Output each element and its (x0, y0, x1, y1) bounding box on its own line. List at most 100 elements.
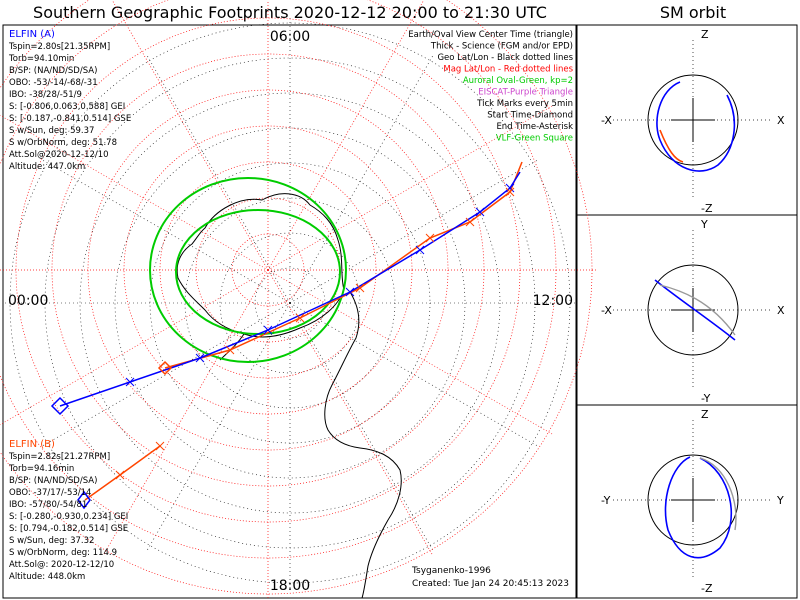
auroral-oval-outer (149, 177, 347, 363)
orbit-axis-label-right: X (777, 114, 785, 127)
elfin-a-info-line: OBO: -53/-14/-68/-31 (9, 78, 98, 88)
legend-entry: Thick - Science (FGM and/or EPD) (430, 42, 573, 52)
mag-lon-line (111, 0, 269, 271)
legend-entry: Earth/Oval View Center Time (triangle) (408, 30, 573, 40)
elfin-b-info-line: S: [-0.280,-0.930,0.234] GEI (9, 512, 128, 522)
elfin-b-info: ELFIN (B) Tspin=2.82s[21.27RPM] Torb=94.16… (8, 439, 128, 582)
orbit-axis-label-bottom: -Y (701, 392, 711, 405)
orbit-axis-label-right: Y (776, 494, 784, 507)
elfin-b-info-line: IBO: -57/80/-54/81 (9, 500, 87, 510)
orbit-b-arc-xy (659, 284, 736, 336)
elfin-b-track (164, 161, 523, 369)
legend-entry: EISCAT-Purple Triangle (478, 88, 573, 98)
orbit-title: SM orbit (660, 3, 726, 22)
page-title: Southern Geographic Footprints 2020-12-1… (33, 3, 547, 22)
elfin-a-info-line: B/SP: (NA/ND/SD/SA) (9, 66, 97, 76)
geo-lon-line (289, 56, 433, 304)
elfin-b-tick (155, 441, 165, 451)
mag-lon-line (0, 114, 269, 271)
elfin-b-start-diamond (157, 360, 173, 376)
elfin-a-tick (195, 353, 205, 363)
south-america-outline (324, 291, 402, 599)
elfin-b-tick (425, 233, 435, 243)
orbit-b-arc-xz (659, 129, 684, 163)
legend-entry: Start Time-Diamond (487, 111, 573, 121)
mag-lon-line (267, 104, 554, 271)
elfin-a-info-line: Tspin=2.80s[21.35RPM] (8, 42, 110, 52)
orbit-axis-label-left: -Y (601, 494, 611, 507)
clock-label-left: 00:00 (8, 293, 48, 309)
elfin-a-info-line: Att.Sol@2020-12-12/10 (9, 150, 109, 160)
elfin-b-tick (355, 283, 365, 293)
legend-entry: End Time-Asterisk (496, 122, 573, 132)
geo-lat-circle (79, 92, 501, 514)
clock-label-bottom: 18:00 (270, 578, 310, 594)
elfin-b-info-line: S w/Sun, deg: 37.32 (9, 536, 94, 546)
geo-lat-circle (219, 232, 361, 374)
auroral-oval-inner (175, 209, 341, 335)
orbit-frame-yz (576, 404, 798, 599)
geo-lon-line (43, 302, 291, 446)
elfin-b-info-line: Altitude: 448.0km (9, 572, 85, 582)
elfin-b-tick (505, 187, 515, 197)
antarctica-outline (176, 193, 345, 338)
elfin-b-tick (225, 345, 235, 355)
orbit-b-arc-yz (699, 457, 737, 531)
legend-entry: Mag Lat/Lon - Red dotted lines (443, 65, 573, 75)
orbit-axis-label-right: X (777, 304, 785, 317)
mag-lon-line (0, 269, 269, 426)
orbit-axis-label-left: -X (601, 114, 612, 127)
mag-lon-line (267, 269, 434, 556)
orbit-axis-label-bottom: -Z (701, 202, 713, 215)
elfin-b-name: ELFIN (B) (9, 439, 55, 450)
geo-lat-circle (114, 127, 466, 479)
elfin-b-tick (465, 217, 475, 227)
peninsula-outline (219, 333, 245, 361)
mag-lon-line (267, 269, 554, 436)
elfin-a-name: ELFIN (A) (9, 29, 55, 40)
orbit-axis-label-left: -X (601, 304, 612, 317)
orbit-axis-label-top: Y (700, 218, 708, 231)
elfin-a-tick (415, 245, 425, 255)
orbit-a-arc-xy (654, 279, 736, 341)
elfin-a-info-line: S: [-0.806,0.063,0.588] GEI (9, 102, 125, 112)
clock-label-right: 12:00 (533, 293, 573, 309)
geo-lon-line (43, 160, 291, 304)
elfin-b-info-line: Tspin=2.82s[21.27RPM] (8, 452, 110, 462)
orbit-axis-label-top: Z (701, 408, 709, 421)
mag-lon-line (267, 0, 425, 271)
elfin-b-end-diamond (77, 490, 91, 510)
elfin-a-info-line: S: [-0.187,-0.841,0.514] GSE (9, 114, 131, 124)
orbit-axis-label-top: Z (701, 28, 709, 41)
legend-entry: Auroral Oval-Green, kp=2 (463, 76, 573, 86)
elfin-b-info-line: OBO: -37/17/-53/14 (9, 488, 91, 498)
elfin-a-info-line: S w/OrbNorm, deg: 51.78 (9, 138, 117, 148)
elfin-a-tick (505, 183, 515, 193)
elfin-b-info-line: S: [0.794,-0.182,0.514] GSE (9, 524, 128, 534)
elfin-a-tick (263, 325, 273, 335)
geo-lon-line (289, 160, 537, 304)
elfin-b-info-line: S w/OrbNorm, deg: 114.9 (9, 548, 117, 558)
elfin-b-tick (115, 470, 125, 480)
created-credit: Created: Tue Jan 24 20:45:13 2023 (412, 579, 569, 589)
elfin-b-tick (295, 313, 305, 323)
elfin-a-info-line: Altitude: 447.0km (9, 162, 85, 172)
elfin-a-info: ELFIN (A) Tspin=2.80s[21.35RPM] Torb=94.10… (8, 29, 131, 172)
orbit-a-arc-yz (664, 456, 733, 559)
elfin-a-start-diamond (50, 396, 70, 416)
legend-entry: Geo Lat/Lon - Black dotted lines (437, 53, 573, 63)
geo-grid (5, 18, 575, 588)
footprint-tracks (50, 161, 523, 510)
elfin-a-tick (475, 207, 485, 217)
geo-lon-line (147, 302, 291, 550)
orbit-axis-label-bottom: -Z (701, 582, 713, 595)
elfin-a-tick (125, 377, 135, 387)
elfin-a-info-line: S w/Sun, deg: 59.37 (9, 126, 94, 136)
clock-label-top: 06:00 (270, 29, 310, 45)
elfin-a-track (59, 171, 521, 407)
elfin-a-info-line: IBO: -38/28/-51/9 (9, 90, 82, 100)
elfin-a-info-line: Torb=94.10min (8, 54, 74, 64)
model-credit: Tsyganenko-1996 (411, 566, 491, 576)
legend-entry: VLF-Green Square (496, 134, 573, 144)
